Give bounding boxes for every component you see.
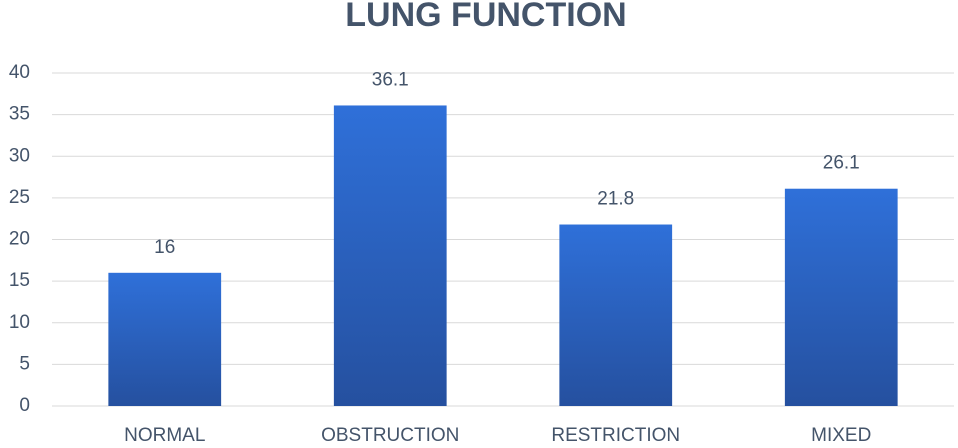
y-tick-label: 5: [19, 353, 30, 374]
data-label: 21.8: [597, 189, 634, 210]
bar: [108, 272, 222, 406]
y-tick-label: 35: [9, 104, 30, 125]
y-tick-label: 40: [9, 62, 30, 83]
data-label: 36.1: [372, 69, 409, 90]
x-tick-label: MIXED: [811, 425, 871, 446]
x-tick-label: OBSTRUCTION: [321, 425, 459, 446]
y-tick-label: 15: [9, 270, 30, 291]
x-tick-label: NORMAL: [124, 425, 205, 446]
y-tick-label: 10: [9, 312, 30, 333]
y-tick-label: 30: [9, 145, 30, 166]
y-tick-label: 20: [9, 229, 30, 250]
bar: [333, 105, 447, 406]
bar: [559, 224, 673, 406]
x-tick-label: RESTRICTION: [551, 425, 680, 446]
y-tick-label: 0: [19, 395, 30, 416]
chart-title: LUNG FUNCTION: [345, 0, 626, 34]
data-label: 16: [154, 237, 175, 258]
y-tick-label: 25: [9, 187, 30, 208]
data-label: 26.1: [823, 153, 860, 174]
bar: [784, 188, 898, 406]
